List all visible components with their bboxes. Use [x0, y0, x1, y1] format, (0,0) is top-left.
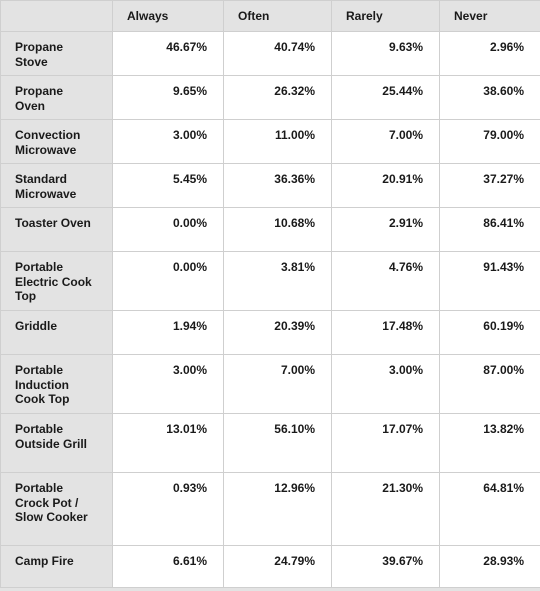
- row-label: Portable Outside Grill: [0, 413, 113, 473]
- cell-never: 60.19%: [439, 310, 540, 355]
- cell-often: 7.00%: [223, 354, 332, 414]
- cell-never: 13.82%: [439, 413, 540, 473]
- cell-often: 12.96%: [223, 472, 332, 546]
- cell-often: 20.39%: [223, 310, 332, 355]
- cell-always: 1.94%: [112, 310, 224, 355]
- header-row: Always Often Rarely Never: [0, 0, 540, 32]
- cell-always: 0.00%: [112, 251, 224, 311]
- cell-rarely: 7.00%: [331, 119, 440, 164]
- row-label: Camp Fire: [0, 545, 113, 588]
- row-label: Convection Microwave: [0, 119, 113, 164]
- row-label: Toaster Oven: [0, 207, 113, 252]
- cell-rarely: 3.00%: [331, 354, 440, 414]
- table-row: Toaster Oven 0.00% 10.68% 2.91% 86.41%: [0, 207, 540, 252]
- cell-rarely: 4.76%: [331, 251, 440, 311]
- row-label: Portable Crock Pot / Slow Cooker: [0, 472, 113, 546]
- table-row: Camp Fire 6.61% 24.79% 39.67% 28.93%: [0, 545, 540, 588]
- cell-often: 40.74%: [223, 31, 332, 76]
- cell-often: 11.00%: [223, 119, 332, 164]
- cell-rarely: 9.63%: [331, 31, 440, 76]
- table-row: Portable Crock Pot / Slow Cooker 0.93% 1…: [0, 472, 540, 546]
- table-row: Convection Microwave 3.00% 11.00% 7.00% …: [0, 119, 540, 164]
- cell-never: 37.27%: [439, 163, 540, 208]
- row-label: Griddle: [0, 310, 113, 355]
- cell-always: 5.45%: [112, 163, 224, 208]
- cell-never: 91.43%: [439, 251, 540, 311]
- row-label: Portable Induction Cook Top: [0, 354, 113, 414]
- table-row: Standard Microwave 5.45% 36.36% 20.91% 3…: [0, 163, 540, 208]
- cell-often: 56.10%: [223, 413, 332, 473]
- corner-header-cell: [0, 0, 113, 32]
- cell-never: 79.00%: [439, 119, 540, 164]
- cell-always: 6.61%: [112, 545, 224, 588]
- cell-rarely: 20.91%: [331, 163, 440, 208]
- cell-always: 9.65%: [112, 75, 224, 120]
- cell-always: 0.93%: [112, 472, 224, 546]
- table-row: Portable Induction Cook Top 3.00% 7.00% …: [0, 354, 540, 414]
- table-row: Portable Outside Grill 13.01% 56.10% 17.…: [0, 413, 540, 473]
- row-label: Propane Oven: [0, 75, 113, 120]
- table-row: Propane Stove 46.67% 40.74% 9.63% 2.96%: [0, 31, 540, 76]
- cell-never: 28.93%: [439, 545, 540, 588]
- column-header-always: Always: [112, 0, 224, 32]
- cell-rarely: 21.30%: [331, 472, 440, 546]
- cell-always: 0.00%: [112, 207, 224, 252]
- cell-rarely: 17.48%: [331, 310, 440, 355]
- cell-often: 36.36%: [223, 163, 332, 208]
- cell-always: 3.00%: [112, 354, 224, 414]
- cell-often: 10.68%: [223, 207, 332, 252]
- table-row: Propane Oven 9.65% 26.32% 25.44% 38.60%: [0, 75, 540, 120]
- row-label: Portable Electric Cook Top: [0, 251, 113, 311]
- row-label: Propane Stove: [0, 31, 113, 76]
- column-header-never: Never: [439, 0, 540, 32]
- row-label: Standard Microwave: [0, 163, 113, 208]
- cell-never: 86.41%: [439, 207, 540, 252]
- table-row: Griddle 1.94% 20.39% 17.48% 60.19%: [0, 310, 540, 355]
- column-header-often: Often: [223, 0, 332, 32]
- cell-often: 24.79%: [223, 545, 332, 588]
- cell-never: 2.96%: [439, 31, 540, 76]
- cell-rarely: 39.67%: [331, 545, 440, 588]
- cell-rarely: 25.44%: [331, 75, 440, 120]
- cell-always: 3.00%: [112, 119, 224, 164]
- cell-rarely: 2.91%: [331, 207, 440, 252]
- column-header-rarely: Rarely: [331, 0, 440, 32]
- cell-often: 26.32%: [223, 75, 332, 120]
- cell-always: 46.67%: [112, 31, 224, 76]
- cell-often: 3.81%: [223, 251, 332, 311]
- cell-never: 38.60%: [439, 75, 540, 120]
- cell-never: 64.81%: [439, 472, 540, 546]
- cell-rarely: 17.07%: [331, 413, 440, 473]
- cell-never: 87.00%: [439, 354, 540, 414]
- cell-always: 13.01%: [112, 413, 224, 473]
- table-row: Portable Electric Cook Top 0.00% 3.81% 4…: [0, 251, 540, 311]
